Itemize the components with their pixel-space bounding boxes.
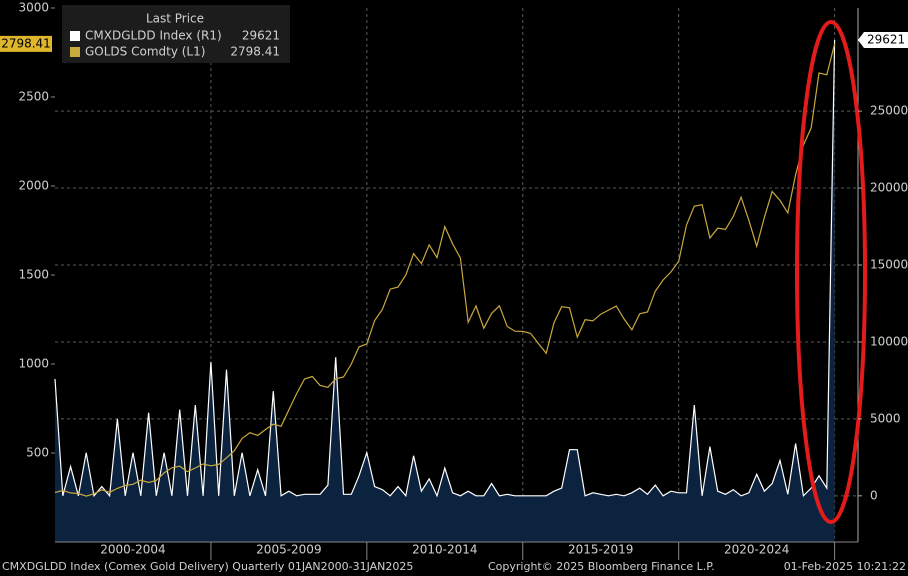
value-tag-label: 2798.41 [1, 36, 51, 50]
x-tick-label: 2005-2009 [256, 543, 321, 557]
value-tag [858, 31, 908, 48]
y-tick-label: 3000 [18, 1, 49, 15]
x-tick-label: 2010-2014 [412, 543, 477, 557]
legend-swatch [70, 31, 80, 41]
y2-tick-label: 5000 [870, 411, 901, 425]
legend-value: 29621 [242, 29, 280, 43]
legend-value: 2798.41 [230, 45, 280, 59]
y-tick-label: 1000 [18, 357, 49, 371]
plot-area [54, 8, 858, 560]
y-tick-label: 2500 [18, 90, 49, 104]
y2-tick-label: 0 [870, 488, 878, 502]
value-tag [0, 35, 52, 52]
footer-left: CMXDGLDD Index (Comex Gold Delivery) Qua… [2, 560, 413, 573]
legend-label: GOLDS Comdty (L1) [85, 45, 205, 59]
x-tick-label: 2015-2019 [568, 543, 633, 557]
value-tag-label: 29621 [867, 32, 905, 46]
legend-swatch [70, 47, 80, 57]
footer-center: Copyright© 2025 Bloomberg Finance L.P. [488, 560, 715, 573]
highlight-ellipse [795, 20, 867, 524]
line [54, 43, 836, 497]
x-tick-label: 2000-2004 [100, 543, 165, 557]
legend-box [62, 5, 290, 63]
y-tick-label: 1500 [18, 268, 49, 282]
footer-right: 01-Feb-2025 10:21:22 [784, 560, 906, 573]
y2-tick-label: 25000 [870, 104, 908, 118]
legend: Last Price CMXDGLDD Index (R1) 29621 GOL… [62, 5, 290, 63]
area [55, 40, 835, 542]
legend-label: CMXDGLDD Index (R1) [85, 29, 222, 43]
x-tick-label: 2020-2024 [724, 543, 789, 557]
y-tick-label: 2000 [18, 179, 49, 193]
legend-title: Last Price [146, 12, 204, 26]
y2-tick-label: 20000 [870, 181, 908, 195]
y2-tick-label: 10000 [870, 334, 908, 348]
line [54, 39, 836, 498]
y2-tick-label: 15000 [870, 257, 908, 271]
y-tick-label: 500 [26, 446, 49, 460]
